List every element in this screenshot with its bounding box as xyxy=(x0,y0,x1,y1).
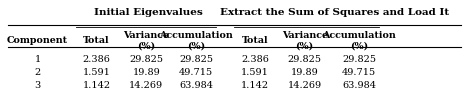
Text: Accumulation
(%): Accumulation (%) xyxy=(322,31,396,50)
Text: Accumulation
(%): Accumulation (%) xyxy=(159,31,233,50)
Text: 14.269: 14.269 xyxy=(129,81,163,90)
Text: 3: 3 xyxy=(35,81,41,90)
Text: 29.825: 29.825 xyxy=(129,55,163,64)
Text: Extract the Sum of Squares and Load It: Extract the Sum of Squares and Load It xyxy=(219,8,449,17)
Text: 1: 1 xyxy=(35,55,41,64)
Text: 14.269: 14.269 xyxy=(288,81,322,90)
Text: Variance
(%): Variance (%) xyxy=(123,31,169,50)
Text: 63.984: 63.984 xyxy=(342,81,376,90)
Text: 1.142: 1.142 xyxy=(241,81,269,90)
Text: 1.591: 1.591 xyxy=(82,68,110,77)
Text: Initial Eigenvalues: Initial Eigenvalues xyxy=(94,8,203,17)
Text: 1.142: 1.142 xyxy=(82,81,110,90)
Text: 29.825: 29.825 xyxy=(288,55,322,64)
Text: 1.591: 1.591 xyxy=(241,68,269,77)
Text: 2: 2 xyxy=(35,68,41,77)
Text: 49.715: 49.715 xyxy=(342,68,376,77)
Text: 19.89: 19.89 xyxy=(291,68,319,77)
Text: 2.386: 2.386 xyxy=(82,55,110,64)
Text: 2.386: 2.386 xyxy=(241,55,269,64)
Text: Component: Component xyxy=(7,36,68,45)
Text: Variance
(%): Variance (%) xyxy=(282,31,328,50)
Text: 29.825: 29.825 xyxy=(342,55,376,64)
Text: 63.984: 63.984 xyxy=(179,81,213,90)
Text: 49.715: 49.715 xyxy=(179,68,213,77)
Text: Total: Total xyxy=(242,36,268,45)
Text: Total: Total xyxy=(83,36,109,45)
Text: 19.89: 19.89 xyxy=(132,68,160,77)
Text: 29.825: 29.825 xyxy=(179,55,213,64)
